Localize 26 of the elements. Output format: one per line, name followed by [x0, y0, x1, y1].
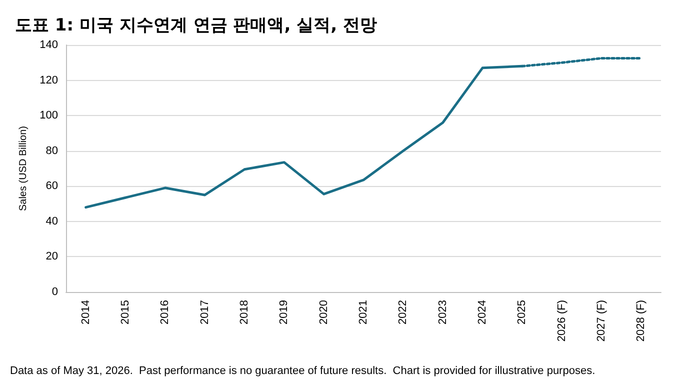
text: Data as of May 31, 2026. Past performance is no guarantee of future results. Chart is provided for illustrative purposes. [10, 365, 596, 377]
y-tick-label: 40 [46, 215, 58, 228]
x-tick-label: 2017 [198, 300, 211, 324]
y-axis-title: Sales (USD Billion) [18, 126, 30, 212]
y-tick-label: 0 [52, 286, 58, 298]
x-tick-label: 2016 [159, 300, 172, 324]
y-tick-label: 120 [40, 74, 58, 86]
x-tick-label: 2027 (F) [596, 300, 608, 342]
x-tick-label: 2023 [436, 300, 449, 324]
x-tick-label: 2026 (F) [556, 300, 568, 342]
y-tick-label: 80 [46, 144, 58, 157]
y-tick-label: 140 [40, 39, 58, 51]
x-tick-label: 2015 [120, 300, 132, 324]
y-tick-label: 20 [46, 250, 58, 263]
x-tick-label: 2018 [238, 300, 250, 324]
x-tick-label: 2019 [278, 300, 290, 324]
x-tick-label: 2021 [358, 300, 370, 324]
x-tick-label: 2020 [318, 300, 330, 324]
y-tick-label: 60 [46, 180, 58, 192]
x-tick-label: 2025 [516, 300, 528, 324]
x-tick-label: 2022 [397, 300, 410, 324]
x-tick-label: 2024 [476, 300, 488, 324]
chart-title: 도표 1: 미국 지수연계 연금 판매액, 실적, 전망 [15, 16, 377, 36]
x-tick-label: 2014 [80, 300, 92, 324]
x-tick-label: 2028 (F) [635, 300, 648, 342]
y-tick-label: 100 [40, 110, 58, 122]
